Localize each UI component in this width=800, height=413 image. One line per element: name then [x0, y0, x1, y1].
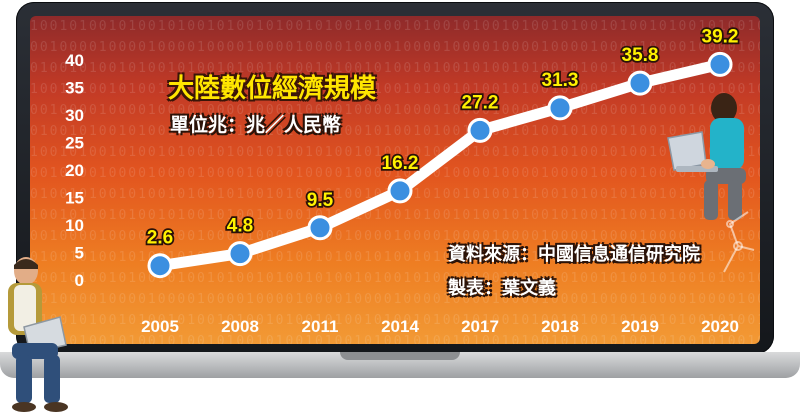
chart-source-note: 資料來源：中國信息通信研究院: [448, 244, 700, 265]
data-point-marker: [707, 51, 733, 77]
data-value-label: 35.8: [622, 45, 659, 66]
data-value-label: 39.2: [702, 26, 739, 47]
data-point-marker: [547, 95, 573, 121]
x-tick-label: 2008: [221, 317, 259, 336]
seated-man-illustration: [8, 257, 68, 412]
x-tick-label: 2005: [141, 317, 179, 336]
laptop-base-notch: [340, 352, 460, 360]
series-digital-economy: 2.6 4.8 9.5 16.2 27.2 31.3 35.8 39.2: [145, 25, 740, 279]
y-tick-label: 5: [75, 244, 84, 263]
chart-subtitle: 單位兆：兆／人民幣: [170, 114, 342, 136]
data-value-label: 9.5: [307, 190, 334, 211]
data-value-label: 2.6: [147, 228, 173, 249]
y-tick-label: 25: [65, 134, 84, 153]
y-tick-label: 10: [65, 216, 84, 235]
y-tick-label: 35: [65, 79, 84, 98]
x-tick-label: 2017: [461, 317, 499, 336]
x-tick-label: 2018: [541, 317, 579, 336]
data-point-marker: [627, 70, 653, 96]
person-with-laptop-illustration: [667, 93, 746, 220]
chart-screen: 1001010010100101001010010100101001010010…: [30, 16, 760, 344]
data-point-marker: [307, 215, 333, 241]
data-point-marker: [467, 117, 493, 143]
x-tick-label: 2019: [621, 317, 659, 336]
x-tick-label: 2014: [381, 317, 419, 336]
robot-arm-sketch: [723, 211, 755, 273]
data-value-label: 4.8: [227, 216, 253, 237]
data-value-label: 16.2: [382, 153, 419, 174]
data-value-label: 31.3: [542, 70, 579, 91]
data-value-label: 27.2: [462, 92, 499, 113]
data-point-marker: [387, 178, 413, 204]
data-point-marker: [227, 241, 253, 267]
y-tick-label: 30: [65, 106, 84, 125]
chart-title: 大陸數位經濟規模: [168, 74, 377, 104]
y-tick-label: 20: [65, 161, 84, 180]
y-axis: 0 5 10 15 20 25 30 35 40: [65, 51, 84, 290]
x-axis: 2005 2008 2011 2014 2017 2018 2019 2020: [141, 317, 739, 336]
series-line: [154, 58, 726, 272]
line-chart: 0 5 10 15 20 25 30 35 40 2005 2008 2011 2014 2017 201…: [65, 25, 740, 336]
x-tick-label: 2011: [302, 317, 339, 336]
chart-author-note: 製表：葉文義: [448, 278, 556, 299]
y-tick-label: 40: [65, 51, 84, 70]
x-tick-label: 2020: [701, 317, 739, 336]
y-tick-label: 15: [65, 189, 84, 208]
data-point-marker: [147, 253, 173, 279]
y-tick-label: 0: [75, 271, 84, 290]
